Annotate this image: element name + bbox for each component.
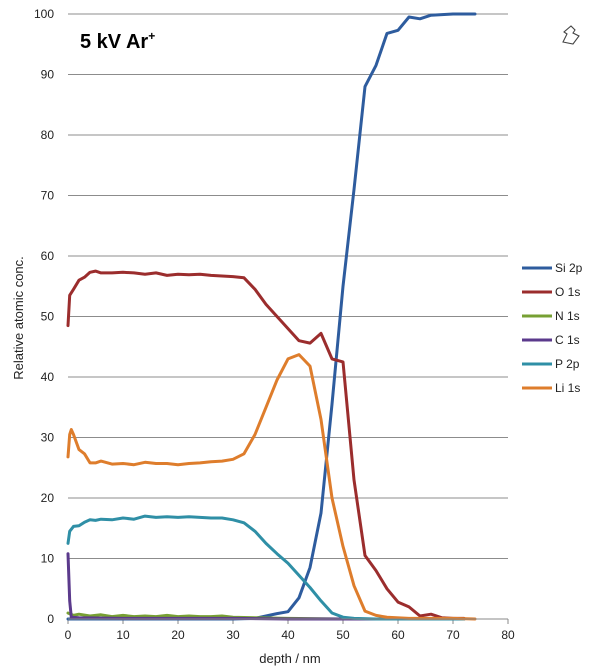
y-tick-label: 30: [41, 431, 55, 445]
series-line-li-1s: [68, 355, 475, 619]
x-tick-label: 80: [501, 628, 515, 642]
legend-label: Si 2p: [555, 261, 583, 275]
series-line-c-1s: [68, 554, 464, 619]
cursor-icon: [563, 26, 579, 44]
legend-label: P 2p: [555, 357, 580, 371]
legend-label: O 1s: [555, 285, 580, 299]
legend-label: N 1s: [555, 309, 580, 323]
y-tick-label: 100: [34, 7, 54, 21]
x-tick-label: 50: [336, 628, 350, 642]
x-tick-label: 40: [281, 628, 295, 642]
gridlines: [68, 14, 508, 559]
series-line-o-1s: [68, 271, 464, 618]
y-tick-label: 70: [41, 189, 55, 203]
y-tick-label: 20: [41, 491, 55, 505]
y-tick-label: 10: [41, 552, 55, 566]
x-axis-ticks: 0 10 20 30 40 50 60 70 80: [65, 619, 515, 642]
legend: Si 2p O 1s N 1s C 1s P 2p Li 1s: [522, 261, 583, 395]
x-tick-label: 20: [171, 628, 185, 642]
y-tick-label: 0: [47, 612, 54, 626]
x-tick-label: 60: [391, 628, 405, 642]
x-axis-title: depth / nm: [259, 651, 320, 666]
y-tick-label: 60: [41, 249, 55, 263]
x-tick-label: 10: [116, 628, 130, 642]
chart-title: 5 kV Ar+: [80, 29, 155, 53]
legend-label: Li 1s: [555, 381, 580, 395]
x-tick-label: 0: [65, 628, 72, 642]
y-axis-ticks: 0 10 20 30 40 50 60 70 80 90 100: [34, 7, 54, 626]
x-tick-label: 30: [226, 628, 240, 642]
y-tick-label: 90: [41, 68, 55, 82]
y-axis-title: Relative atomic conc.: [11, 256, 26, 380]
y-tick-label: 50: [41, 310, 55, 324]
y-tick-label: 40: [41, 370, 55, 384]
legend-label: C 1s: [555, 333, 580, 347]
x-tick-label: 70: [446, 628, 460, 642]
y-tick-label: 80: [41, 128, 55, 142]
chart-title-superscript: +: [148, 29, 155, 43]
